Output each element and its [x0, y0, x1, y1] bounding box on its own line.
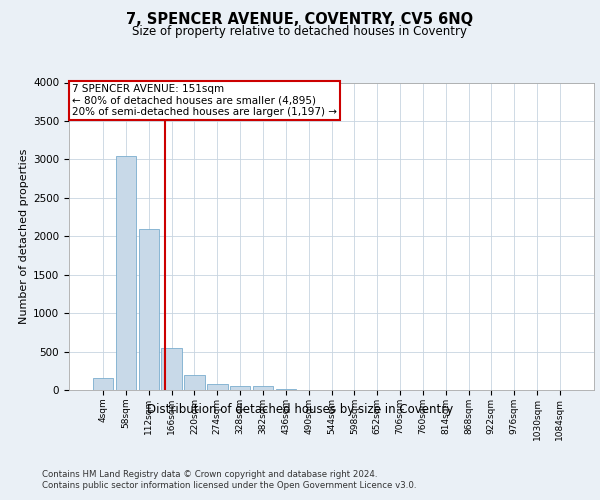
Text: Contains public sector information licensed under the Open Government Licence v3: Contains public sector information licen…: [42, 481, 416, 490]
Bar: [116, 156, 136, 390]
Bar: [93, 378, 113, 390]
Text: Distribution of detached houses by size in Coventry: Distribution of detached houses by size …: [147, 402, 453, 415]
Bar: [139, 228, 159, 390]
Bar: [230, 386, 250, 390]
Bar: [161, 348, 182, 390]
Text: Size of property relative to detached houses in Coventry: Size of property relative to detached ho…: [133, 25, 467, 38]
Y-axis label: Number of detached properties: Number of detached properties: [19, 148, 29, 324]
Text: 7 SPENCER AVENUE: 151sqm
← 80% of detached houses are smaller (4,895)
20% of sem: 7 SPENCER AVENUE: 151sqm ← 80% of detach…: [71, 84, 337, 117]
Bar: [184, 374, 205, 390]
Bar: [253, 386, 273, 390]
Text: 7, SPENCER AVENUE, COVENTRY, CV5 6NQ: 7, SPENCER AVENUE, COVENTRY, CV5 6NQ: [127, 12, 473, 28]
Bar: [207, 384, 227, 390]
Bar: [275, 389, 296, 390]
Text: Contains HM Land Registry data © Crown copyright and database right 2024.: Contains HM Land Registry data © Crown c…: [42, 470, 377, 479]
